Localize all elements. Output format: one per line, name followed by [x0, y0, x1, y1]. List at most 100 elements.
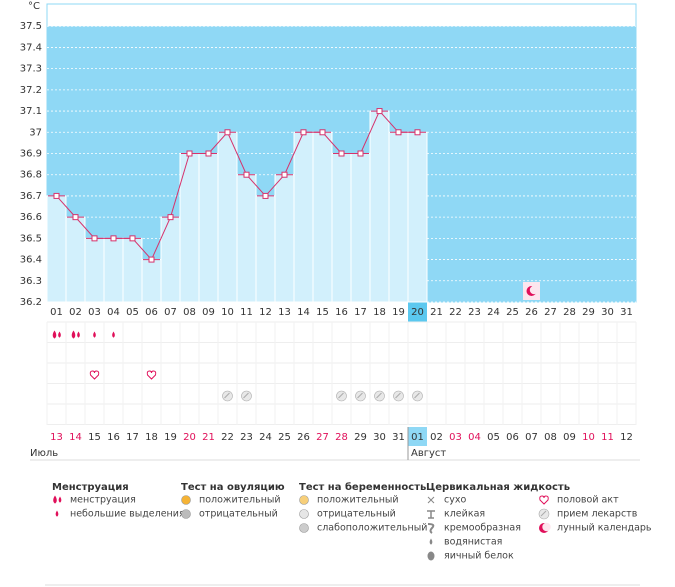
temperature-point [91, 235, 98, 242]
symbol-pill [222, 390, 233, 402]
legend-title: Менструация [52, 482, 129, 493]
day-label: 16 [335, 307, 348, 318]
date-label: 31 [392, 432, 405, 443]
temperature-point [129, 235, 136, 242]
symbol-circle [181, 495, 191, 505]
temperature-point [281, 171, 288, 178]
day-label: 04 [107, 307, 120, 318]
symbol-circle [299, 523, 309, 533]
day-label: 21 [430, 307, 443, 318]
date-label: 08 [544, 432, 557, 443]
y-tick-label: 36.3 [20, 276, 42, 287]
y-tick-label: 36.4 [20, 255, 42, 266]
date-label: 01 [411, 432, 424, 443]
day-label: 23 [468, 307, 481, 318]
day-label: 08 [183, 307, 196, 318]
date-label: 14 [69, 432, 82, 443]
symbol-pill-line [414, 392, 420, 399]
day-label: 18 [373, 307, 386, 318]
current-day-highlight [408, 302, 427, 322]
day-label: 25 [506, 307, 519, 318]
symbol-cross [427, 496, 435, 504]
legend-title: Тест на беременность [299, 481, 426, 493]
month-label: Июль [30, 448, 58, 459]
date-label: 05 [487, 432, 500, 443]
legend-item: слабоположительный [317, 523, 427, 534]
symbol-pill [393, 390, 404, 402]
day-label: 30 [601, 307, 614, 318]
date-label: 19 [164, 432, 177, 443]
date-label: 15 [88, 432, 101, 443]
y-tick-label: 36.7 [20, 191, 42, 202]
temperature-column [103, 237, 124, 303]
legend-item: отрицательный [317, 509, 396, 520]
temperature-point [300, 129, 307, 136]
date-label: 29 [354, 432, 367, 443]
day-label: 13 [278, 307, 291, 318]
date-label: 25 [278, 432, 291, 443]
y-tick-label: 37.3 [20, 64, 42, 75]
day-label: 20 [411, 307, 424, 318]
symbol-drop [429, 538, 433, 545]
symbol-drop [55, 510, 59, 517]
legend-item: клейкая [444, 509, 485, 520]
symbol-pill-line [395, 392, 401, 399]
symbol-circle [299, 495, 309, 505]
temperature-line [56, 110, 418, 261]
symbol-egg [427, 551, 435, 561]
temperature-point [395, 129, 402, 136]
symbol-heart [539, 495, 549, 505]
symbol-circle [299, 509, 309, 519]
date-label: 17 [126, 432, 139, 443]
legend-item: кремообразная [444, 523, 521, 534]
day-label: 31 [620, 307, 633, 318]
temperature-column [255, 195, 276, 303]
symbol-drop [52, 330, 57, 339]
day-label: 01 [50, 307, 63, 318]
legend-title: Цервикальная жидкость [426, 482, 570, 493]
date-label: 13 [50, 432, 63, 443]
y-tick-label: 36.5 [20, 233, 42, 244]
legend-item: прием лекарств [557, 509, 638, 520]
day-label: 05 [126, 307, 139, 318]
symbol-heart [89, 370, 100, 380]
symbol-pill-line [540, 510, 547, 517]
legend-item: водянистая [444, 537, 502, 548]
day-label: 19 [392, 307, 405, 318]
day-label: 09 [202, 307, 215, 318]
temperature-column [141, 259, 162, 303]
y-tick-label: 37.2 [20, 85, 42, 96]
legend-item: сухо [444, 495, 466, 506]
date-label: 22 [221, 432, 234, 443]
legend-item: половой акт [557, 495, 619, 506]
day-label: 29 [582, 307, 595, 318]
date-label: 20 [183, 432, 196, 443]
date-label: 03 [449, 432, 462, 443]
day-label: 27 [544, 307, 557, 318]
symbol-pill-line [243, 392, 249, 399]
symbol-pill [355, 390, 366, 402]
temperature-point [243, 171, 250, 178]
y-tick-label: 36.8 [20, 170, 42, 181]
temperature-column [407, 131, 428, 303]
legend-item: отрицательный [199, 509, 278, 520]
legend-item: лунный календарь [557, 523, 652, 534]
day-label: 12 [259, 307, 272, 318]
date-label: 16 [107, 432, 120, 443]
y-tick-label: 36.6 [20, 212, 42, 223]
date-label: 18 [145, 432, 158, 443]
temperature-column [198, 153, 219, 303]
legend-item: небольшие выделения [70, 509, 185, 520]
temperature-column [274, 174, 295, 303]
symbol-swirl [427, 523, 435, 534]
symbol-pill [241, 390, 252, 402]
symbol-drop [58, 496, 62, 503]
temperature-point [357, 150, 364, 157]
temperature-point [262, 192, 269, 199]
date-label: 26 [297, 432, 310, 443]
symbol-heart [146, 370, 157, 380]
day-label: 22 [449, 307, 462, 318]
day-label: 07 [164, 307, 177, 318]
symbol-drop [112, 331, 115, 338]
temperature-column [65, 216, 86, 303]
